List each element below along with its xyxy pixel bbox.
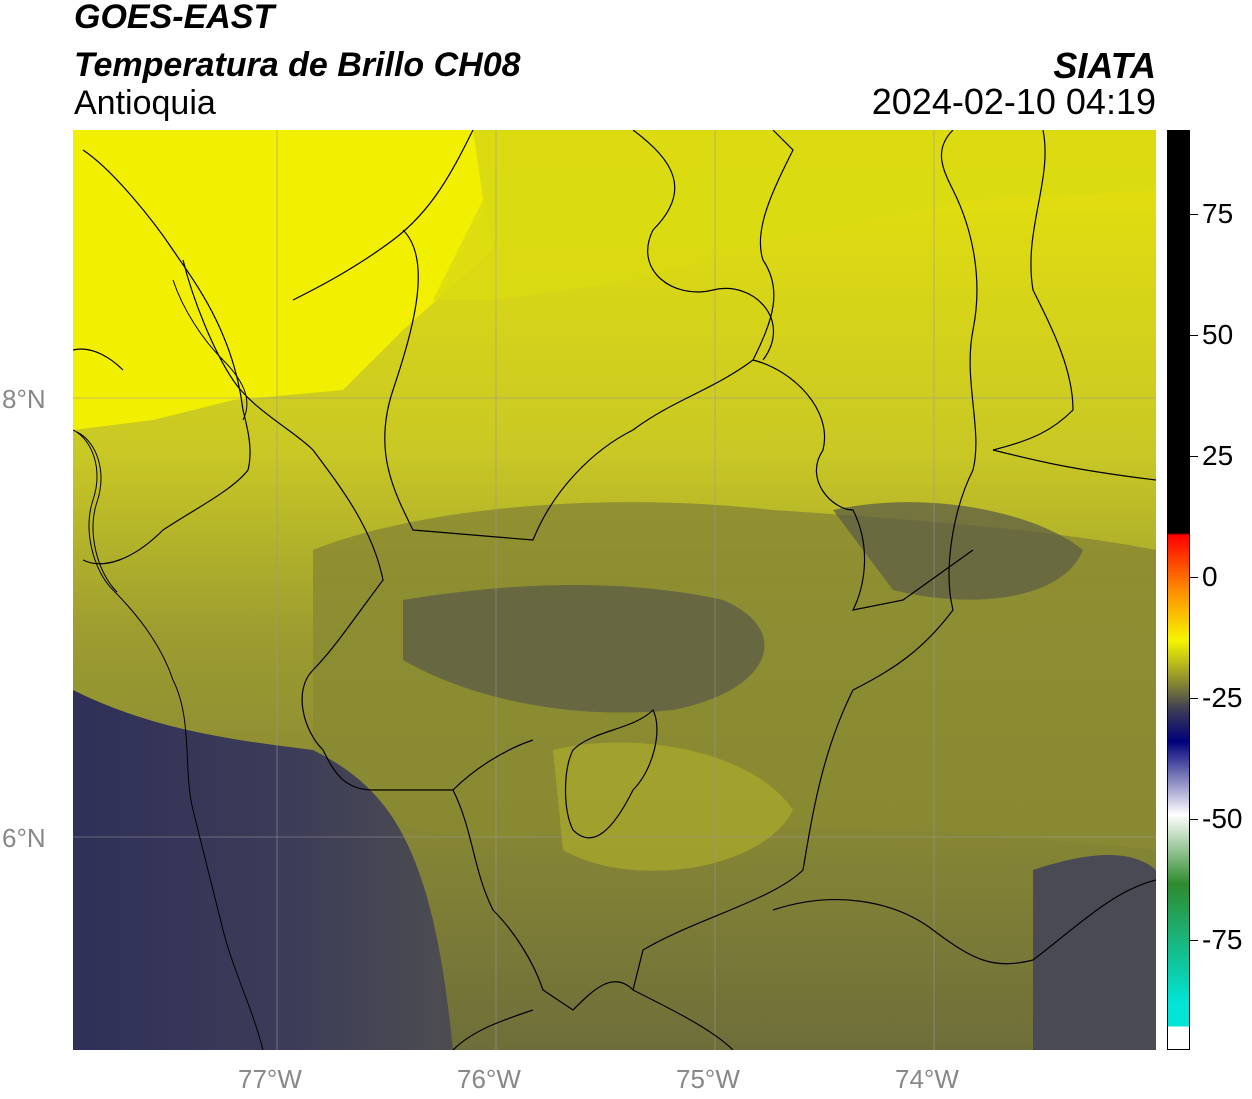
colorbar-label: 25 bbox=[1202, 440, 1234, 471]
satellite-map bbox=[73, 130, 1156, 1050]
colorbar-tick bbox=[1190, 335, 1198, 336]
region-slate-southwest bbox=[73, 690, 453, 1050]
colorbar-label: -25 bbox=[1202, 682, 1243, 713]
region-yellow-band bbox=[433, 130, 1156, 300]
colorbar-label: 0 bbox=[1202, 561, 1218, 592]
colorbar-label: 50 bbox=[1202, 319, 1234, 350]
colorbar bbox=[1167, 130, 1190, 1050]
colorbar-label: -50 bbox=[1202, 803, 1243, 834]
lon-tick-label: 74°W bbox=[895, 1064, 959, 1094]
colorbar-gradient bbox=[1168, 131, 1189, 1049]
colorbar-label: -75 bbox=[1202, 924, 1243, 955]
organization-label: SIATA bbox=[1053, 45, 1156, 86]
lon-tick-label: 77°W bbox=[238, 1064, 302, 1094]
product-title: Temperatura de Brillo CH08 bbox=[74, 46, 521, 84]
satellite-title: GOES-EAST bbox=[74, 0, 275, 36]
region-warm-pocket bbox=[553, 742, 793, 871]
coastline bbox=[73, 279, 264, 1050]
region-bright-yellow bbox=[73, 130, 493, 430]
map-gridlines bbox=[73, 130, 1156, 1050]
colorbar-tick bbox=[1190, 577, 1198, 578]
colorbar-tick bbox=[1190, 819, 1198, 820]
region-dark-olive bbox=[403, 585, 765, 713]
region-label: Antioquia bbox=[74, 84, 216, 122]
region-dark-olive-east bbox=[833, 502, 1083, 600]
lat-tick-label: 8°N bbox=[2, 384, 46, 414]
lat-tick-label: 6°N bbox=[2, 823, 46, 853]
colorbar-tick bbox=[1190, 698, 1198, 699]
map-canvas bbox=[73, 130, 1156, 1050]
colorbar-label: 75 bbox=[1202, 198, 1234, 229]
datetime-label: 2024-02-10 04:19 bbox=[871, 81, 1156, 122]
lon-tick-label: 76°W bbox=[457, 1064, 521, 1094]
colorbar-tick bbox=[1190, 940, 1198, 941]
colorbar-tick bbox=[1190, 456, 1198, 457]
colorbar-tick bbox=[1190, 214, 1198, 215]
region-slate-southeast bbox=[1033, 855, 1156, 1050]
lon-tick-label: 75°W bbox=[676, 1064, 740, 1094]
department-boundaries bbox=[73, 130, 1156, 1050]
